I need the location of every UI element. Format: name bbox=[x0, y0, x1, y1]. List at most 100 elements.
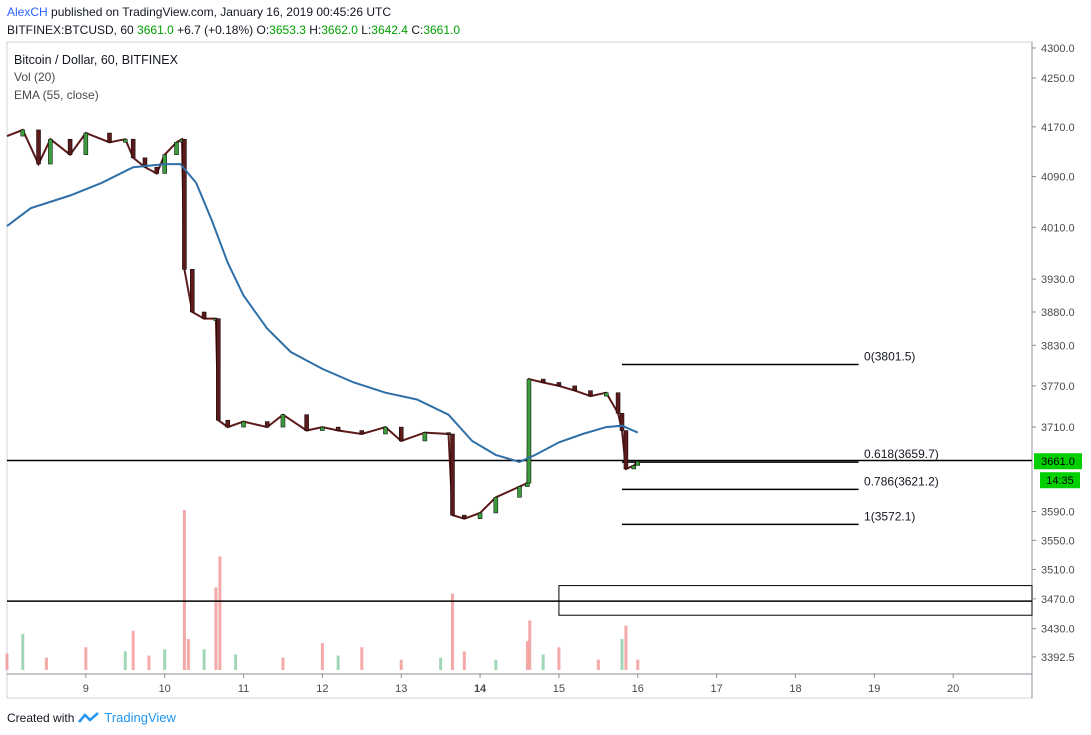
price-tick-label: 3392.5 bbox=[1041, 652, 1075, 664]
time-tick-label: 18 bbox=[789, 683, 801, 695]
volume-bar bbox=[360, 647, 364, 670]
candle bbox=[526, 378, 532, 484]
volume-bar bbox=[218, 556, 222, 670]
volume-bar bbox=[494, 659, 498, 670]
candle bbox=[603, 392, 609, 397]
volume-legend: Vol (20) bbox=[14, 70, 56, 84]
volume-bar bbox=[596, 659, 600, 670]
close-label: C: bbox=[411, 23, 424, 37]
candle bbox=[182, 138, 187, 270]
candle bbox=[107, 132, 112, 143]
price-tick-label: 4010.0 bbox=[1041, 222, 1075, 234]
symbol-info: BITFINEX:BTCUSD, 60 3661.0 +6.7 (+0.18%)… bbox=[7, 23, 460, 37]
price-tick-label: 3470.0 bbox=[1041, 594, 1075, 606]
volume-bar bbox=[320, 643, 324, 670]
low-label: L: bbox=[361, 23, 372, 37]
volume-bar bbox=[186, 639, 190, 670]
time-tick-label: 10 bbox=[159, 683, 171, 695]
countdown-tag-label: 14:35 bbox=[1046, 475, 1074, 487]
candle bbox=[20, 129, 26, 137]
volume-bar bbox=[44, 657, 48, 670]
time-tick-label: 14 bbox=[474, 683, 487, 695]
candle bbox=[446, 432, 451, 435]
publish-info: AlexCH published on TradingView.com, Jan… bbox=[7, 5, 391, 19]
volume-bar bbox=[21, 633, 25, 670]
candle bbox=[83, 132, 89, 155]
low-value: 3642.4 bbox=[371, 23, 408, 37]
time-tick-label: 13 bbox=[395, 683, 407, 695]
time-tick-label: 11 bbox=[238, 683, 249, 695]
price-axis-ticks: 4300.0 4250.0 4170.0 4090.0 4010.0 3930.0 3880… bbox=[1032, 43, 1075, 664]
candle bbox=[216, 318, 221, 421]
volume-bar bbox=[541, 654, 545, 670]
candle bbox=[619, 413, 625, 431]
candle bbox=[130, 138, 136, 159]
candle bbox=[556, 382, 562, 387]
fib-level-label: 1(3572.1) bbox=[864, 509, 915, 523]
close-value: 3661.0 bbox=[423, 23, 461, 37]
candle bbox=[280, 414, 286, 428]
time-tick-label: 17 bbox=[710, 683, 722, 695]
price-tick-label: 3830.0 bbox=[1041, 340, 1075, 352]
author-link[interactable]: AlexCH bbox=[7, 5, 48, 19]
candle bbox=[615, 392, 621, 414]
price-tick-label: 4170.0 bbox=[1041, 122, 1075, 134]
candle bbox=[241, 421, 246, 428]
last-price-tag-label: 3661.0 bbox=[1041, 456, 1075, 468]
volume-bar bbox=[525, 641, 529, 670]
price-tick-label: 3430.0 bbox=[1041, 624, 1075, 636]
candle bbox=[540, 378, 546, 383]
candle bbox=[477, 512, 483, 519]
price-tick-label: 4300.0 bbox=[1041, 43, 1075, 55]
ema-series bbox=[6, 163, 639, 463]
volume-bar bbox=[336, 655, 340, 670]
candle bbox=[142, 157, 148, 168]
candle bbox=[525, 482, 530, 487]
candle bbox=[383, 426, 388, 435]
candle bbox=[422, 432, 428, 442]
time-tick-label: 12 bbox=[316, 683, 328, 695]
volume-bar bbox=[182, 510, 186, 670]
volume-bar bbox=[214, 587, 218, 670]
plot-border bbox=[6, 41, 1033, 699]
price-tick-label: 3510.0 bbox=[1041, 564, 1075, 576]
candle bbox=[493, 497, 499, 514]
tradingview-logo-icon bbox=[78, 711, 100, 723]
price-tick-label: 3550.0 bbox=[1041, 535, 1075, 547]
fib-level-label: 0.786(3621.2) bbox=[864, 474, 939, 488]
tradingview-brand[interactable]: TradingView bbox=[104, 710, 176, 725]
price-tick-label: 3930.0 bbox=[1041, 274, 1075, 286]
last-price-tag bbox=[1034, 453, 1082, 470]
time-tick-label: 19 bbox=[868, 683, 880, 695]
last-price: 3661.0 bbox=[137, 23, 174, 37]
volume-bar bbox=[84, 647, 88, 670]
volume-bar bbox=[147, 655, 151, 670]
time-tick-label: 9 bbox=[83, 683, 89, 695]
volume-bar bbox=[202, 649, 206, 670]
published-text: published on TradingView.com, January 16… bbox=[51, 5, 392, 19]
price-tick-label: 4090.0 bbox=[1041, 172, 1075, 184]
volume-bar bbox=[281, 657, 285, 670]
candle bbox=[201, 311, 207, 319]
candle bbox=[517, 486, 522, 498]
price-tick-label: 3880.0 bbox=[1041, 307, 1075, 319]
open-label: O: bbox=[256, 23, 270, 37]
candle bbox=[154, 166, 160, 174]
volume-bar bbox=[131, 630, 135, 670]
candle bbox=[190, 269, 195, 313]
volume-bar bbox=[5, 653, 9, 670]
candle bbox=[623, 430, 629, 470]
time-tick-label: 16 bbox=[632, 683, 644, 695]
candle bbox=[264, 421, 270, 428]
ema-line bbox=[6, 163, 639, 463]
volume-bar bbox=[557, 647, 561, 670]
candle bbox=[174, 142, 179, 155]
countdown-tag bbox=[1040, 472, 1080, 489]
ema-legend: EMA (55, close) bbox=[14, 88, 99, 102]
candle bbox=[36, 129, 41, 165]
time-tick-label: 20 bbox=[947, 683, 959, 695]
candle bbox=[398, 426, 404, 442]
volume-bar bbox=[620, 639, 624, 670]
volume-bar bbox=[528, 620, 532, 670]
